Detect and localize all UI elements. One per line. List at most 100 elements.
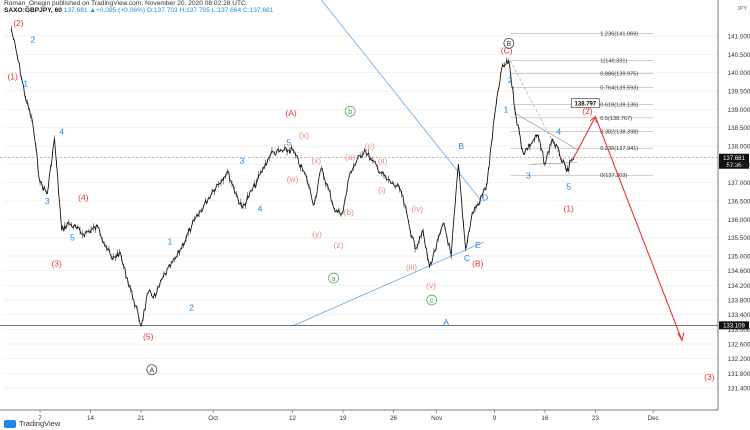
wave-label: (v) bbox=[426, 280, 436, 290]
price-tick-label: 140.500 bbox=[728, 52, 750, 59]
projection-arrow[interactable]: 138.797 bbox=[571, 98, 685, 342]
wave-label: (iv) bbox=[411, 203, 423, 213]
fib-level-label: 0.764(139.593) bbox=[600, 86, 638, 92]
price-tick-label: 135.500 bbox=[728, 235, 750, 242]
last-price-box bbox=[719, 153, 749, 169]
wave-label: 4 bbox=[556, 126, 561, 136]
price-axis[interactable]: 131.400 131.800 132.200 132.600 133.000 133.4… bbox=[717, 0, 750, 410]
price-tick-label: 133.000 bbox=[728, 327, 750, 334]
projection-target-label: 138.797 bbox=[575, 102, 597, 108]
time-tick-label: 21 bbox=[138, 415, 146, 422]
wave-label: (a) bbox=[345, 152, 356, 162]
fib-level-label: 1.236(141.069) bbox=[600, 31, 638, 37]
fib-level-label: 0.5(138.767) bbox=[600, 116, 632, 122]
circled-wave-label: a bbox=[332, 276, 336, 283]
wave-label: 3 bbox=[45, 196, 50, 206]
price-tick-label: 132.600 bbox=[728, 342, 750, 349]
fib-level-label: 0.618(139.136) bbox=[600, 102, 638, 108]
price-tick-label: 132.200 bbox=[728, 356, 750, 363]
price-tick-label: 137.000 bbox=[728, 180, 750, 187]
wave-label: (3) bbox=[704, 372, 715, 382]
wave-label: (3) bbox=[51, 258, 62, 268]
fib-level-label: 0.886(139.975) bbox=[600, 72, 638, 78]
countdown-label: 57:36 bbox=[726, 163, 742, 169]
wave-label: (b) bbox=[344, 207, 355, 217]
wave-label: (iii) bbox=[406, 262, 417, 272]
wave-label: 1 bbox=[504, 104, 509, 114]
time-tick-label: Dec bbox=[647, 415, 658, 422]
ohlc-values: 137.681 ▲+0.085 (+0.06%) O:137.703 H:137… bbox=[63, 7, 274, 14]
time-tick-label: 19 bbox=[339, 415, 347, 422]
wave-label: (5) bbox=[143, 332, 154, 342]
wave-label: (ii) bbox=[378, 156, 388, 166]
wave-label: A bbox=[443, 317, 449, 327]
price-line bbox=[10, 28, 575, 327]
wave-label: 1 bbox=[168, 236, 173, 246]
price-tick-label: 131.800 bbox=[728, 371, 750, 378]
circled-wave-label: B bbox=[507, 41, 512, 48]
price-tick-label: 138.000 bbox=[728, 144, 750, 151]
circled-wave-marker bbox=[146, 364, 158, 376]
wave-label: 4 bbox=[59, 126, 64, 136]
fib-level-label: 0.382(138.398) bbox=[600, 129, 638, 135]
last-price-label: 137.681 bbox=[723, 156, 745, 162]
price-tick-label: 135.000 bbox=[728, 254, 750, 261]
time-tick-label: 16 bbox=[541, 415, 549, 422]
wave-label: 4 bbox=[258, 203, 263, 213]
time-tick-label: Nov bbox=[431, 415, 443, 422]
price-tick-label: 133.400 bbox=[728, 312, 750, 319]
hline-price-box bbox=[719, 321, 749, 330]
time-tick-label: Oct bbox=[208, 415, 218, 422]
circled-wave-marker bbox=[426, 294, 438, 306]
circled-wave-marker bbox=[344, 105, 356, 117]
wave-label: 3 bbox=[526, 170, 531, 180]
circled-wave-marker bbox=[503, 37, 515, 49]
tradingview-logo-icon bbox=[4, 420, 16, 428]
wave-label: (A) bbox=[285, 108, 297, 118]
wave-label: (x) bbox=[311, 156, 321, 166]
brand-text: TradingView bbox=[19, 418, 61, 428]
price-tick-label: 138.500 bbox=[728, 125, 750, 132]
grid bbox=[4, 35, 718, 389]
price-tick-label: 140.000 bbox=[728, 70, 750, 77]
wave-label: 5 bbox=[566, 181, 571, 191]
price-tick-label: 136.500 bbox=[728, 199, 750, 206]
wave-label: 2 bbox=[30, 35, 35, 45]
wave-label: (x) bbox=[299, 130, 309, 140]
wave-label: (y) bbox=[312, 229, 322, 239]
time-tick-label: 26 bbox=[390, 415, 398, 422]
price-tick-label: 133.800 bbox=[728, 298, 750, 305]
fib-level-label: 0(137.203) bbox=[600, 173, 627, 179]
publisher-line: Roman_Onegin published on TradingView.co… bbox=[4, 0, 246, 7]
horizontal-line[interactable]: 133.109 bbox=[0, 321, 749, 330]
time-tick-label: 9 bbox=[493, 415, 497, 422]
circled-wave-label: c bbox=[430, 298, 434, 305]
time-tick-label: 23 bbox=[592, 415, 600, 422]
price-tick-label: 134.600 bbox=[728, 268, 750, 275]
wave-label: 5 bbox=[287, 137, 292, 147]
projection-arrowhead-down bbox=[677, 332, 685, 342]
wave-label: 2 bbox=[189, 302, 194, 312]
resistance-trendline bbox=[321, 0, 482, 202]
wave-label: 5 bbox=[70, 233, 75, 243]
wave-label: (C) bbox=[501, 46, 513, 56]
price-unit-label: JPY bbox=[737, 6, 747, 12]
wave-label: (i) bbox=[378, 185, 386, 195]
wave-label: 3 bbox=[240, 156, 245, 166]
wave-label: (1) bbox=[7, 71, 18, 81]
time-tick-label: 14 bbox=[87, 415, 95, 422]
wave-label: (B) bbox=[472, 258, 484, 268]
price-tick-label: 141.000 bbox=[728, 34, 750, 41]
circled-wave-marker bbox=[328, 272, 339, 284]
time-axis[interactable]: 7 14 21 Oct 12 19 26 Nov 9 16 23 Dec bbox=[0, 409, 718, 422]
wave-label: (2) bbox=[582, 106, 593, 116]
wave-labels: (2) 2 (1) 1 4 3 (4) 5 (3) 1 2 (5) 3 4 5 (A) (x) (w) (x) (y)… bbox=[7, 18, 714, 382]
tradingview-logo[interactable]: TradingView bbox=[4, 419, 60, 428]
wave-label: (1) bbox=[564, 203, 575, 213]
circled-wave-label: b bbox=[348, 109, 352, 116]
wave-label: D bbox=[482, 192, 488, 202]
symbol-name: SAXO:GBPJPY, 60 bbox=[4, 7, 62, 14]
